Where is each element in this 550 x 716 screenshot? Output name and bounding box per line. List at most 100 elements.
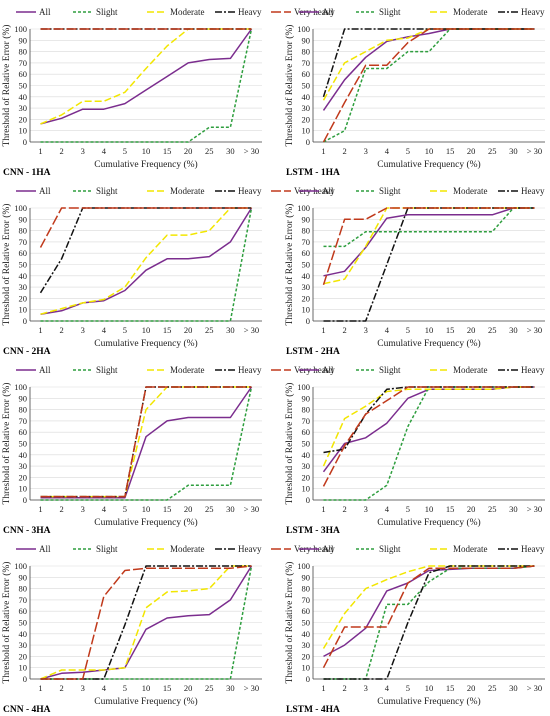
- x-tick-label: 15: [446, 504, 455, 514]
- x-tick-label: 4: [102, 325, 107, 335]
- x-tick-label: 2: [343, 146, 347, 156]
- y-tick-label: 10: [19, 663, 28, 673]
- x-tick-label: 25: [488, 504, 497, 514]
- panel-cnn-3ha: All Slight Moderate Heavy Very heavy01020304…: [1, 365, 335, 536]
- y-tick-label: 0: [306, 674, 310, 684]
- x-tick-label: 2: [343, 325, 347, 335]
- x-tick-label: 5: [406, 683, 410, 693]
- legend-label-all: All: [39, 186, 51, 196]
- x-tick-label: 15: [163, 146, 172, 156]
- series-line-heavy: [40, 386, 252, 498]
- x-tick-label: 25: [488, 683, 497, 693]
- y-tick-label: 80: [19, 584, 28, 594]
- x-tick-label: 30: [509, 325, 518, 335]
- panel-title: LSTM - 3HA: [286, 526, 340, 536]
- y-tick-label: 0: [23, 674, 27, 684]
- legend-label-moderate: Moderate: [170, 365, 204, 375]
- x-tick-label: > 30: [244, 146, 259, 156]
- y-tick-label: 100: [297, 203, 310, 213]
- x-tick-label: 2: [60, 325, 64, 335]
- legend-label-all: All: [322, 186, 334, 196]
- x-tick-label: 3: [364, 504, 368, 514]
- x-tick-label: 1: [321, 683, 325, 693]
- x-tick-label: 10: [142, 146, 151, 156]
- y-tick-label: 100: [14, 382, 27, 392]
- x-tick-label: 2: [343, 504, 347, 514]
- y-tick-label: 20: [19, 651, 28, 661]
- y-tick-label: 100: [297, 24, 310, 34]
- x-tick-label: 20: [184, 325, 193, 335]
- series-line-moderate: [40, 28, 252, 125]
- x-tick-label: 4: [385, 325, 390, 335]
- y-tick-label: 20: [19, 472, 28, 482]
- x-tick-label: > 30: [244, 683, 259, 693]
- x-tick-label: 5: [406, 325, 410, 335]
- x-tick-label: 25: [488, 146, 497, 156]
- x-tick-label: 1: [321, 325, 325, 335]
- x-tick-label: 4: [102, 683, 107, 693]
- y-axis-label: Threshold of Relative Error (%): [284, 383, 295, 505]
- y-tick-label: 30: [19, 282, 28, 292]
- x-tick-label: 2: [343, 683, 347, 693]
- series-line-very-heavy: [322, 28, 535, 143]
- x-axis-label: Cumulative Frequency (%): [94, 517, 197, 528]
- series-line-slight: [40, 207, 253, 322]
- x-tick-label: 15: [163, 504, 172, 514]
- y-tick-label: 90: [19, 214, 28, 224]
- y-tick-label: 10: [19, 126, 28, 136]
- x-axis-label: Cumulative Frequency (%): [377, 159, 480, 170]
- x-tick-label: 3: [364, 146, 368, 156]
- panel-title: CNN - 1HA: [3, 168, 51, 178]
- x-tick-label: 5: [406, 146, 410, 156]
- y-tick-label: 70: [19, 58, 28, 68]
- legend-label-heavy: Heavy: [238, 186, 262, 196]
- x-tick-label: 4: [102, 504, 107, 514]
- y-tick-label: 60: [302, 248, 311, 258]
- series-line-very-heavy: [39, 207, 252, 248]
- x-tick-label: 1: [38, 146, 42, 156]
- x-tick-label: 30: [509, 146, 518, 156]
- legend-label-heavy: Heavy: [521, 7, 545, 17]
- panel-title: LSTM - 2HA: [286, 347, 340, 357]
- legend-label-moderate: Moderate: [170, 544, 204, 554]
- y-tick-label: 90: [19, 393, 28, 403]
- y-tick-label: 70: [302, 595, 311, 605]
- y-tick-label: 10: [302, 484, 311, 494]
- x-tick-label: 2: [60, 504, 64, 514]
- y-tick-label: 20: [302, 114, 311, 124]
- x-tick-label: 20: [467, 683, 476, 693]
- y-tick-label: 40: [302, 629, 311, 639]
- panel-title: CNN - 4HA: [3, 705, 51, 715]
- y-tick-label: 60: [19, 248, 28, 258]
- x-tick-label: 1: [321, 146, 325, 156]
- x-tick-label: 3: [81, 325, 85, 335]
- legend-label-slight: Slight: [379, 365, 401, 375]
- y-tick-label: 20: [302, 651, 311, 661]
- y-tick-label: 50: [302, 260, 311, 270]
- y-tick-label: 30: [19, 461, 28, 471]
- y-tick-label: 20: [19, 293, 28, 303]
- y-tick-label: 50: [19, 618, 28, 628]
- y-axis-label: Threshold of Relative Error (%): [284, 204, 295, 326]
- x-tick-label: 30: [226, 683, 235, 693]
- series-line-all: [40, 386, 253, 499]
- series-line-very-heavy: [322, 565, 535, 669]
- x-tick-label: 20: [467, 146, 476, 156]
- y-tick-label: 20: [302, 472, 311, 482]
- legend-label-all: All: [322, 544, 334, 554]
- y-tick-label: 90: [302, 35, 311, 45]
- legend-label-heavy: Heavy: [238, 544, 262, 554]
- x-tick-label: 10: [425, 325, 434, 335]
- y-tick-label: 100: [14, 24, 27, 34]
- x-tick-label: > 30: [527, 504, 542, 514]
- x-tick-label: 15: [446, 683, 455, 693]
- panel-cnn-1ha: All Slight Moderate Heavy Very heavy01020304…: [1, 7, 335, 178]
- x-tick-label: 20: [184, 504, 193, 514]
- series-line-very-heavy: [322, 207, 535, 286]
- y-tick-label: 60: [302, 69, 311, 79]
